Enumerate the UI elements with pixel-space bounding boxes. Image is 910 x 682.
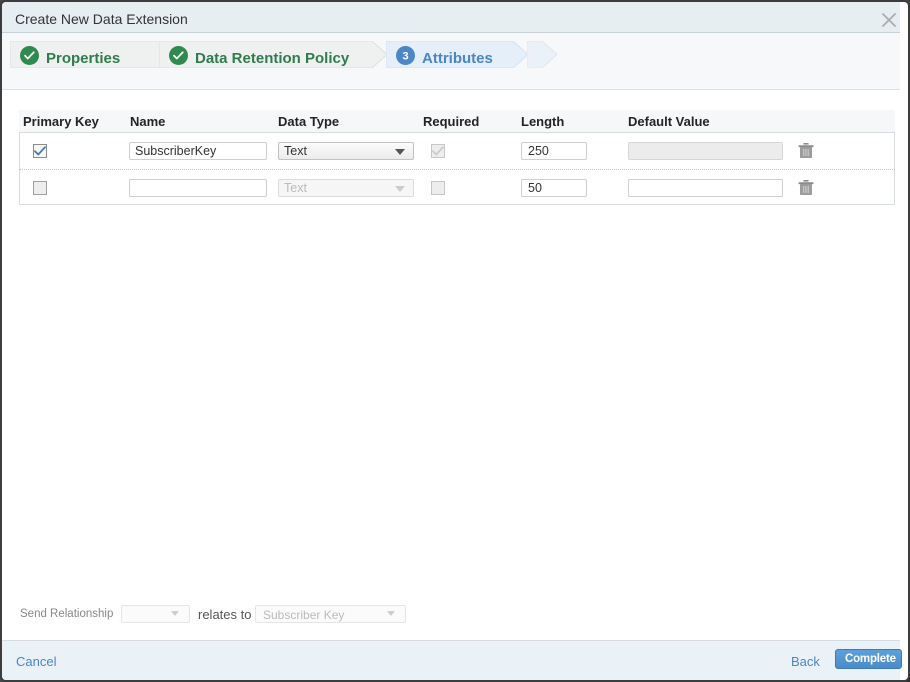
svg-text:3: 3: [402, 51, 408, 63]
